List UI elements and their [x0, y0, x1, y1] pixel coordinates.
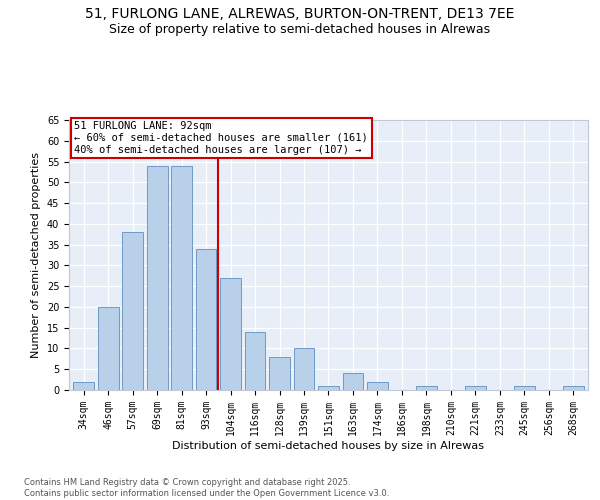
- Bar: [318, 386, 339, 390]
- Bar: [269, 357, 290, 390]
- Bar: [147, 166, 167, 390]
- Bar: [514, 386, 535, 390]
- Bar: [196, 249, 217, 390]
- Bar: [122, 232, 143, 390]
- Bar: [220, 278, 241, 390]
- Bar: [563, 386, 584, 390]
- X-axis label: Distribution of semi-detached houses by size in Alrewas: Distribution of semi-detached houses by …: [173, 440, 485, 450]
- Y-axis label: Number of semi-detached properties: Number of semi-detached properties: [31, 152, 41, 358]
- Bar: [293, 348, 314, 390]
- Bar: [73, 382, 94, 390]
- Bar: [465, 386, 486, 390]
- Bar: [367, 382, 388, 390]
- Bar: [245, 332, 265, 390]
- Text: Size of property relative to semi-detached houses in Alrewas: Size of property relative to semi-detach…: [109, 22, 491, 36]
- Bar: [343, 374, 364, 390]
- Bar: [416, 386, 437, 390]
- Bar: [98, 307, 119, 390]
- Text: 51, FURLONG LANE, ALREWAS, BURTON-ON-TRENT, DE13 7EE: 51, FURLONG LANE, ALREWAS, BURTON-ON-TRE…: [85, 8, 515, 22]
- Text: 51 FURLONG LANE: 92sqm
← 60% of semi-detached houses are smaller (161)
40% of se: 51 FURLONG LANE: 92sqm ← 60% of semi-det…: [74, 122, 368, 154]
- Text: Contains HM Land Registry data © Crown copyright and database right 2025.
Contai: Contains HM Land Registry data © Crown c…: [24, 478, 389, 498]
- Bar: [171, 166, 192, 390]
